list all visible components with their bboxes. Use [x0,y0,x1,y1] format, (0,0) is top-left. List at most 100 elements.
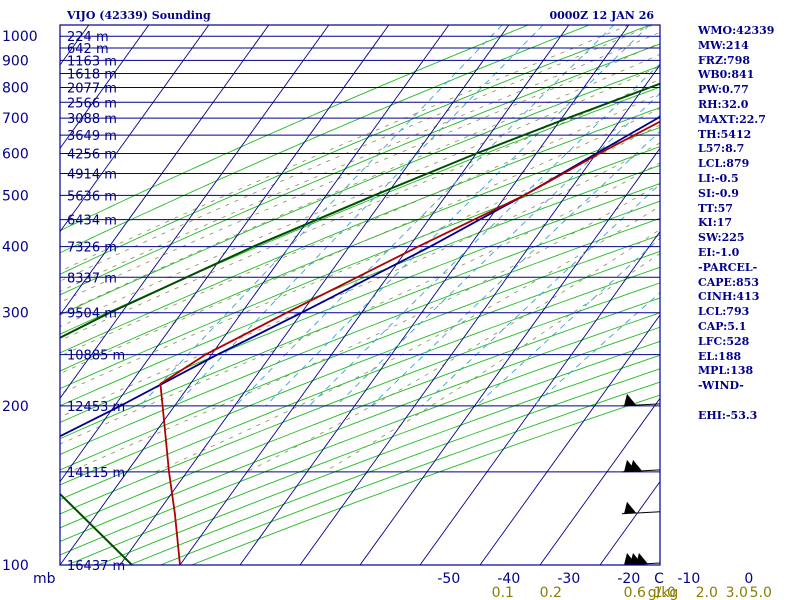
mixing-ratio-label: 1.0 [654,585,676,600]
isotherm [239,25,630,565]
index-item: LI:-0.5 [698,171,739,185]
valid-time: 0000Z 12 JAN 26 [549,9,654,22]
sounding-title: VIJO (42339) Sounding [67,9,211,22]
height-label: 8337 m [67,271,117,286]
pressure-label: 1000 [2,29,38,45]
mixing-ratio-line [371,130,660,407]
dry-adiabat [60,107,660,354]
dewpoint-trace [60,115,660,438]
height-label: 6434 m [67,214,117,229]
isotherm [359,147,660,565]
mixing-ratio-unit: g/kg [648,585,679,600]
index-item [698,394,798,409]
background-lines [60,25,660,565]
mixing-ratio-label: 0.2 [540,585,562,600]
wind-barb-shaft [621,403,661,407]
dry-adiabat [60,312,660,543]
height-label: 12453 m [67,400,125,415]
pressure-label: 800 [2,80,29,96]
height-label: 9504 m [67,307,117,322]
parcel-trace [60,82,660,565]
pressure-label: 200 [2,399,29,415]
dry-adiabat [60,25,529,232]
temperature-tick-label: -30 [557,571,580,587]
mixing-ratio-line [139,25,503,407]
height-label: 14115 m [67,466,125,481]
dry-adiabat [60,282,660,515]
temperature-tick-label: -20 [617,571,640,587]
temperature-unit-label: C [654,571,664,587]
dry-adiabat [60,297,660,529]
index-item: TT:57 [698,201,733,215]
dry-adiabat [60,326,660,556]
height-label: 2566 m [67,96,117,111]
dry-adiabat [60,126,660,372]
isotherm [60,25,330,400]
wind-barb-flag [624,501,636,514]
index-item: WB0:841 [698,68,755,82]
dry-adiabat [60,183,660,423]
pressure-label: 900 [2,53,29,69]
dry-adiabat [67,340,660,565]
dry-adiabat [60,86,660,335]
isotherm [60,25,150,150]
dry-adiabat [60,266,660,501]
height-label: 5636 m [67,189,117,204]
height-label: 224 m [67,30,109,45]
wind-barb-shaft [621,511,661,515]
mixing-ratio-label: 5.0 [750,585,772,600]
index-item: MW:214 [698,38,749,52]
pressure-axis-label: mb [33,571,56,587]
mixing-ratio-line [335,92,660,407]
index-item: MPL:138 [698,364,754,378]
index-item: WMO:42339 [698,24,775,37]
index-item: EI:-1.0 [698,245,740,259]
index-item: CAP:5.1 [698,319,747,333]
index-item: EL:188 [698,349,742,363]
dry-adiabat [60,146,660,390]
dry-adiabat [60,250,660,486]
index-item: SW:225 [698,231,745,245]
dry-adiabat [60,25,651,275]
height-label: 1163 m [67,54,117,69]
height-label: 4914 m [67,167,117,182]
profiles [60,82,660,565]
height-label: 642 m [67,42,109,57]
pressure-label: 700 [2,111,29,127]
temperature-tick-label: -10 [677,571,700,587]
height-label: 10885 m [67,349,125,364]
indices-panel: WMO:42339 MW:214 FRZ:798 WB0:841 PW:0.77 RH:3… [698,24,798,424]
dry-adiabat [60,25,590,254]
index-item: CINH:413 [698,290,760,304]
dry-adiabat [60,234,660,471]
mixing-ratio-label: 0.6 [624,585,646,600]
dry-adiabat [60,200,660,440]
dry-adiabat [98,354,660,565]
pressure-label: 300 [2,306,29,322]
index-item: LFC:528 [698,334,750,348]
isotherm [60,25,270,316]
temperature-tick-label: -40 [497,571,520,587]
dry-adiabat [60,43,660,296]
wind-barb-flag [630,459,642,472]
isotherm [419,230,660,565]
mixing-ratio-line [308,63,660,407]
temperature-tick-label: -50 [437,571,460,587]
isotherm [60,25,390,483]
index-item: RH:32.0 [698,97,749,111]
isotherm [299,64,660,565]
temperature-tick-label: 0 [744,571,753,587]
dry-adiabat [60,164,660,407]
index-item: L57:8.7 [698,142,745,156]
isotherm [119,25,510,565]
plot-frame [59,24,661,566]
index-item: -PARCEL- [698,260,758,274]
index-item: -WIND- [698,379,744,393]
isotherm [539,397,660,565]
temperature-trace [159,120,660,565]
wind-barbs [621,393,661,566]
wind-barb-flag [624,393,636,406]
mixing-ratio-label: 3.0 [726,585,748,600]
height-label: 3088 m [67,112,117,127]
